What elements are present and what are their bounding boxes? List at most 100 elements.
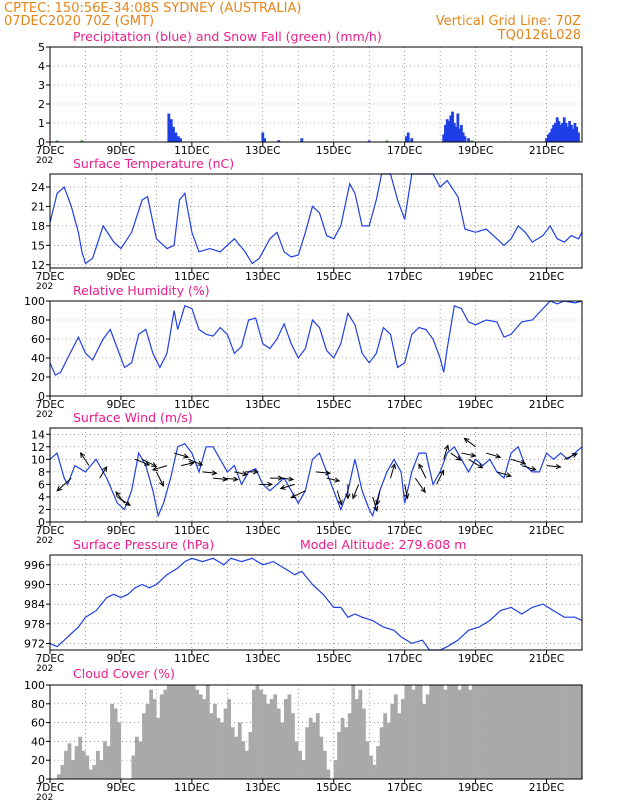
cloud-bar — [429, 685, 434, 779]
wind-arrow-head — [495, 453, 502, 459]
cloud-bar — [450, 685, 455, 779]
wind-arrow-head — [520, 459, 527, 465]
x-tick-label: 13DEC — [245, 399, 280, 411]
cloud-bar — [163, 689, 168, 779]
cloud-bar — [110, 703, 114, 779]
precip-bar — [300, 138, 304, 142]
snow-bar — [385, 140, 389, 142]
x-tick-label: 15DEC — [316, 271, 351, 283]
x-tick-label: 17DEC — [387, 399, 422, 411]
wind-arrow-head — [159, 480, 164, 487]
cloud-bar — [237, 722, 242, 779]
wind-arrow-head — [404, 493, 410, 500]
x-year-stub: 202 — [36, 793, 53, 800]
x-tick-label: 9DEC — [107, 271, 136, 283]
cloud-bar — [223, 708, 228, 779]
wind-arrow-head — [288, 476, 295, 482]
cloud-bar — [493, 685, 498, 779]
snow-bar — [55, 140, 59, 142]
wind-arrow-head — [79, 452, 86, 459]
panel-precip: Precipitation (blue) and Snow Fall (gree… — [36, 29, 583, 166]
snow-bar — [80, 140, 84, 142]
precip-bar — [463, 136, 467, 142]
cloud-bar — [514, 685, 519, 779]
precip-bar — [559, 124, 563, 142]
cloud-bar — [184, 685, 189, 779]
cloud-bar — [145, 703, 150, 779]
header-location: CPTEC: 150:56E-34:08S SYDNEY (AUSTRALIA) — [4, 1, 301, 16]
y-tick-label: 100 — [24, 295, 45, 308]
y-tick-label: 60 — [31, 333, 45, 346]
panel-annotation: Model Altitude: 279.608 m — [300, 537, 466, 552]
cloud-bar — [156, 717, 161, 779]
cloud-bar — [262, 694, 267, 779]
cloud-bar — [188, 685, 192, 779]
precip-bar — [445, 119, 449, 142]
cloud-bar — [174, 685, 178, 779]
wind-arrow — [461, 452, 476, 457]
wind-arrow — [117, 496, 131, 506]
wind-arrow — [234, 471, 248, 476]
wind-arrow — [315, 471, 331, 474]
cloud-bar — [280, 722, 285, 779]
precip-bar — [554, 123, 557, 142]
cloud-bar — [574, 685, 579, 779]
cloud-bar — [400, 699, 405, 779]
panel-title: Surface Wind (m/s) — [73, 410, 193, 425]
cloud-bar — [322, 750, 327, 779]
cloud-bar — [191, 685, 196, 779]
x-tick-label: 19DEC — [458, 782, 493, 794]
x-tick-label: 7DEC — [36, 782, 65, 794]
precip-bar — [169, 119, 173, 142]
x-year-stub: 202 — [36, 410, 53, 420]
cloud-bar — [560, 685, 565, 779]
wind-arrow-head — [373, 505, 379, 513]
wind-arrow-head — [418, 463, 424, 470]
cloud-bar — [248, 732, 253, 779]
x-tick-label: 7DEC — [36, 653, 65, 665]
cloud-bar — [518, 685, 522, 779]
wind-arrow-head — [124, 500, 131, 506]
x-tick-label: 7DEC — [36, 271, 65, 283]
cloud-bar — [273, 694, 278, 779]
cloud-bar — [521, 685, 526, 779]
y-tick-label: 40 — [31, 735, 45, 748]
x-tick-label: 13DEC — [245, 653, 280, 665]
rh-line — [49, 300, 583, 376]
cloud-bar — [557, 685, 561, 779]
wind-arrow — [414, 477, 426, 493]
cloud-bar — [60, 764, 65, 779]
x-tick-label: 15DEC — [316, 653, 351, 665]
y-tick-label: 3 — [38, 79, 45, 92]
precip-bar — [179, 138, 182, 142]
y-tick-label: 20 — [31, 371, 45, 384]
cloud-bar — [131, 755, 136, 779]
cloud-bar — [383, 713, 388, 779]
cloud-bar — [397, 713, 402, 779]
x-tick-label: 9DEC — [107, 782, 136, 794]
wind-arrow — [291, 490, 306, 499]
cloud-bar — [209, 713, 214, 779]
cloud-bar — [92, 764, 97, 779]
precip-bar — [454, 126, 458, 142]
cloud-bar — [170, 685, 175, 779]
precip-bar — [555, 117, 559, 142]
y-tick-label: 6 — [38, 478, 45, 491]
cloud-bar — [535, 685, 540, 779]
x-tick-label: 11DEC — [174, 271, 209, 283]
x-tick-label: 7DEC — [36, 525, 65, 537]
wind-arrow-head — [267, 481, 274, 488]
cloud-bar — [351, 685, 356, 779]
cloud-bar — [106, 746, 111, 779]
cloud-bar — [177, 685, 182, 779]
precip-bar — [456, 113, 460, 142]
x-tick-label: 21DEC — [529, 271, 564, 283]
cloud-bar — [71, 760, 75, 779]
cloud-bar — [74, 746, 79, 779]
x-tick-label: 13DEC — [245, 525, 280, 537]
pressure-line — [49, 557, 583, 651]
cloud-bar — [294, 741, 299, 779]
precip-bar — [444, 124, 447, 142]
cloud-bar — [287, 694, 292, 779]
wind-arrow-head — [477, 463, 484, 469]
